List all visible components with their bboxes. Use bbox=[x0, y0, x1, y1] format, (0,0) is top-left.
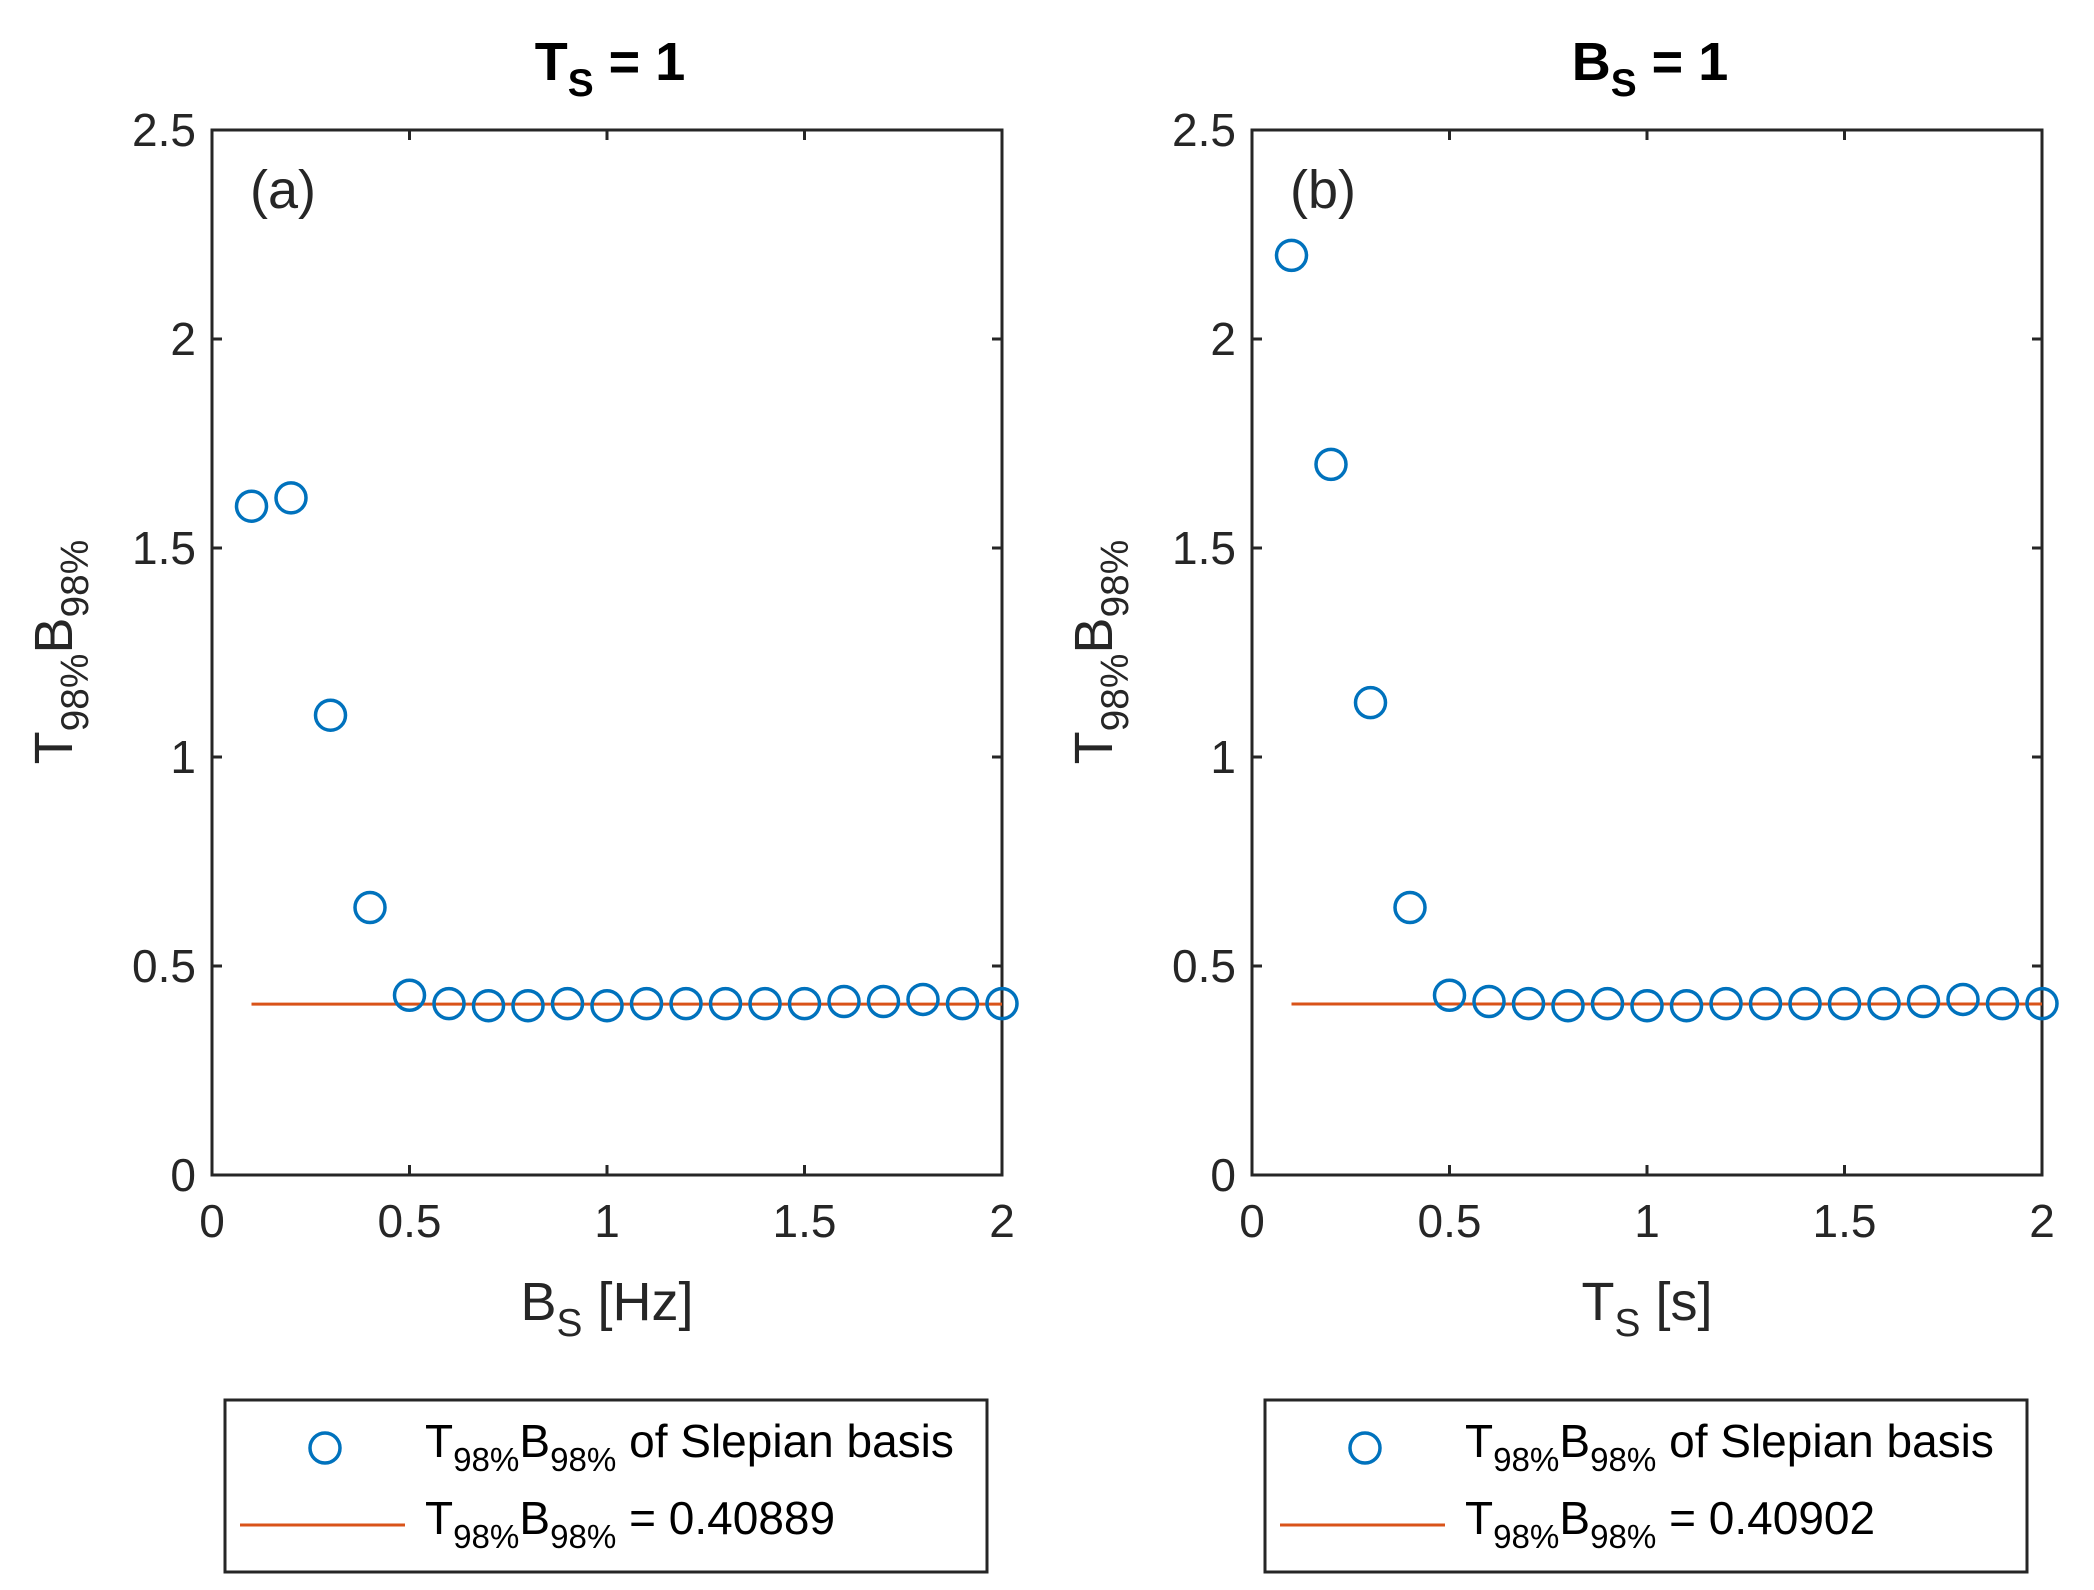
panel-b-data-point bbox=[1827, 986, 1862, 1021]
panel-b-data-point bbox=[1511, 986, 1546, 1021]
panel-a-data-point bbox=[392, 978, 427, 1013]
panel-a-x-tick-label: 2 bbox=[989, 1195, 1015, 1247]
panel-a-data-point bbox=[234, 489, 269, 523]
panel-b-data-point bbox=[2025, 986, 2059, 1021]
panel-b-title: BS = 1 bbox=[1572, 32, 1729, 105]
panel-a-y-tick-label: 1 bbox=[170, 731, 196, 783]
panel-a-y-tick-label: 0.5 bbox=[132, 940, 196, 992]
panel-a-legend-entry-line: T98%B98% = 0.40889 bbox=[425, 1492, 835, 1556]
panel-a-y-tick-label: 2.5 bbox=[132, 104, 196, 156]
panel-a-label: (a) bbox=[250, 160, 316, 220]
panel-a-x-tick-label: 0 bbox=[199, 1195, 225, 1247]
panel-a-data-point bbox=[985, 986, 1019, 1021]
panel-a-y-axis-label: T98%B98% bbox=[24, 540, 97, 765]
panel-a-x-tick-label: 1 bbox=[594, 1195, 620, 1247]
panel-b-data-point bbox=[1788, 986, 1822, 1021]
panel-b-data-point bbox=[1393, 890, 1427, 925]
panel-a: TS = 1 (a) 0 0.5 1 1.5 2 0 0.5 1 1.5 2 2.5 BS [Hz… bbox=[24, 32, 1019, 1574]
panel-a-x-axis-label: BS [Hz] bbox=[521, 1272, 694, 1345]
panel-a-data-point bbox=[906, 982, 940, 1017]
panel-b-data-point bbox=[1867, 986, 1901, 1021]
panel-b-data-point bbox=[1630, 988, 1664, 1023]
panel-b-y-tick-label: 0 bbox=[1210, 1149, 1236, 1201]
panel-a-x-ticks: 0 0.5 1 1.5 2 bbox=[199, 130, 1015, 1247]
panel-b-y-tick-label: 1 bbox=[1210, 731, 1236, 783]
panel-a-title: TS = 1 bbox=[535, 32, 686, 105]
panel-b-data-point bbox=[1590, 986, 1625, 1021]
panel-a-plot-area bbox=[234, 481, 1019, 1023]
panel-a-y-ticks: 0 0.5 1 1.5 2 2.5 bbox=[132, 104, 1002, 1201]
panel-b-data-point bbox=[1472, 984, 1506, 1019]
panel-b-x-axis-label: TS [s] bbox=[1582, 1272, 1713, 1345]
panel-b-x-tick-label: 2 bbox=[2029, 1195, 2055, 1247]
panel-b-x-ticks: 0 0.5 1 1.5 2 bbox=[1239, 130, 2055, 1247]
panel-b-y-tick-label: 1.5 bbox=[1172, 522, 1236, 574]
panel-a-legend-marker-swatch bbox=[308, 1431, 342, 1465]
panel-a-data-point bbox=[748, 986, 782, 1021]
panel-a-data-point bbox=[708, 986, 743, 1021]
panel-a-data-point bbox=[669, 986, 703, 1021]
panel-b-legend-entry-markers: T98%B98% of Slepian basis bbox=[1465, 1415, 1994, 1479]
panel-a-x-tick-label: 0.5 bbox=[378, 1195, 442, 1247]
panel-a-data-point bbox=[313, 698, 348, 732]
panel-b-x-tick-label: 0 bbox=[1239, 1195, 1265, 1247]
panel-b-data-point bbox=[1432, 978, 1467, 1013]
panel-b-label: (b) bbox=[1290, 160, 1356, 220]
panel-b-data-point bbox=[1946, 982, 1980, 1017]
panel-b-plot-area bbox=[1274, 238, 2059, 1023]
panel-b-x-tick-label: 1.5 bbox=[1813, 1195, 1877, 1247]
panel-a-legend-entry-markers: T98%B98% of Slepian basis bbox=[425, 1415, 954, 1479]
panel-b-data-point bbox=[1906, 984, 1941, 1019]
panel-b-data-point bbox=[1274, 238, 1309, 273]
panel-a-data-point bbox=[511, 988, 545, 1023]
panel-a-data-point bbox=[590, 988, 624, 1023]
panel-a-data-point bbox=[550, 986, 585, 1021]
panel-b-x-tick-label: 1 bbox=[1634, 1195, 1660, 1247]
panel-b-legend-entry-line: T98%B98% = 0.40902 bbox=[1465, 1492, 1875, 1556]
panel-b-y-axis-label: T98%B98% bbox=[1064, 540, 1137, 765]
panel-a-data-point bbox=[432, 986, 466, 1021]
panel-b-legend-box bbox=[1263, 1398, 2029, 1574]
panel-b-data-point bbox=[1669, 988, 1704, 1023]
panel-b: BS = 1 (b) 0 0.5 1 1.5 2 0 0.5 1 1.5 2 2.5 TS [s]… bbox=[1064, 32, 2059, 1574]
panel-b-x-tick-label: 0.5 bbox=[1418, 1195, 1482, 1247]
panel-b-data-point bbox=[1551, 988, 1585, 1023]
panel-a-legend: T98%B98% of Slepian basis T98%B98% = 0.4… bbox=[223, 1398, 989, 1574]
panel-b-y-tick-label: 0.5 bbox=[1172, 940, 1236, 992]
panel-b-data-point bbox=[1353, 685, 1388, 720]
panel-a-data-point bbox=[353, 890, 387, 925]
panel-a-legend-box bbox=[223, 1398, 989, 1574]
panel-b-data-point bbox=[1314, 447, 1348, 482]
panel-a-y-tick-label: 0 bbox=[170, 1149, 196, 1201]
panel-a-data-point bbox=[787, 986, 822, 1021]
panel-a-x-tick-label: 1.5 bbox=[773, 1195, 837, 1247]
panel-b-data-point bbox=[1985, 986, 2020, 1021]
panel-b-data-point bbox=[1709, 986, 1743, 1021]
panel-b-y-ticks: 0 0.5 1 1.5 2 2.5 bbox=[1172, 104, 2042, 1201]
panel-b-y-tick-label: 2.5 bbox=[1172, 104, 1236, 156]
panel-a-data-point bbox=[471, 988, 506, 1023]
panel-a-data-point bbox=[945, 986, 980, 1021]
panel-b-legend-marker-swatch bbox=[1348, 1431, 1382, 1465]
panel-a-data-point bbox=[827, 984, 861, 1019]
panel-a-data-point bbox=[274, 481, 308, 515]
panel-b-data-point bbox=[1748, 986, 1783, 1021]
panel-b-legend: T98%B98% of Slepian basis T98%B98% = 0.4… bbox=[1263, 1398, 2029, 1574]
panel-a-y-tick-label: 1.5 bbox=[132, 522, 196, 574]
panel-a-data-point bbox=[866, 984, 901, 1019]
panel-a-y-tick-label: 2 bbox=[170, 313, 196, 365]
panel-b-y-tick-label: 2 bbox=[1210, 313, 1236, 365]
panel-a-data-point bbox=[629, 986, 664, 1021]
